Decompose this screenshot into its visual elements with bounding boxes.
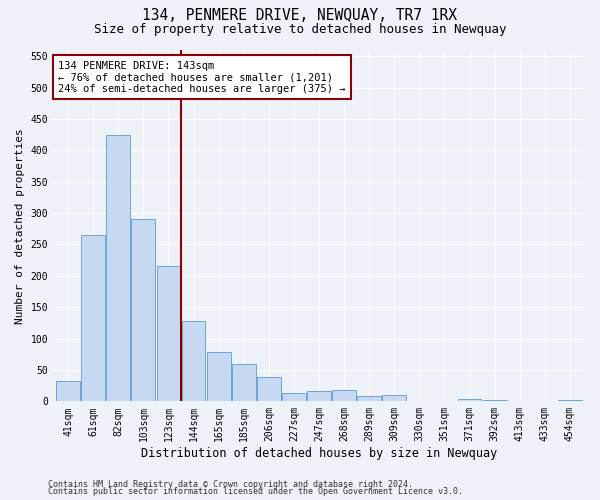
Bar bbox=[307, 390, 331, 402]
Bar bbox=[232, 364, 256, 402]
Bar bbox=[483, 400, 506, 402]
Text: Contains public sector information licensed under the Open Government Licence v3: Contains public sector information licen… bbox=[48, 487, 463, 496]
Bar bbox=[157, 266, 181, 402]
Bar bbox=[382, 395, 406, 402]
X-axis label: Distribution of detached houses by size in Newquay: Distribution of detached houses by size … bbox=[141, 447, 497, 460]
Bar bbox=[207, 352, 230, 402]
Text: Contains HM Land Registry data © Crown copyright and database right 2024.: Contains HM Land Registry data © Crown c… bbox=[48, 480, 413, 489]
Bar bbox=[131, 220, 155, 402]
Bar bbox=[458, 399, 481, 402]
Text: 134, PENMERE DRIVE, NEWQUAY, TR7 1RX: 134, PENMERE DRIVE, NEWQUAY, TR7 1RX bbox=[143, 8, 458, 22]
Text: Size of property relative to detached houses in Newquay: Size of property relative to detached ho… bbox=[94, 22, 506, 36]
Bar bbox=[357, 396, 381, 402]
Bar bbox=[182, 321, 205, 402]
Text: 134 PENMERE DRIVE: 143sqm
← 76% of detached houses are smaller (1,201)
24% of se: 134 PENMERE DRIVE: 143sqm ← 76% of detac… bbox=[58, 60, 346, 94]
Bar bbox=[558, 400, 582, 402]
Bar bbox=[81, 235, 105, 402]
Y-axis label: Number of detached properties: Number of detached properties bbox=[15, 128, 25, 324]
Bar bbox=[56, 382, 80, 402]
Bar bbox=[106, 134, 130, 402]
Bar bbox=[257, 378, 281, 402]
Bar bbox=[332, 390, 356, 402]
Bar bbox=[282, 393, 306, 402]
